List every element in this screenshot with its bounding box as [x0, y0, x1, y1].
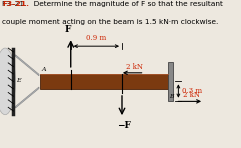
Text: couple moment acting on the beam is 1.5 kN·m clockwise.: couple moment acting on the beam is 1.5 … — [2, 19, 218, 25]
Polygon shape — [15, 55, 39, 76]
Text: E: E — [16, 78, 21, 83]
Text: 2 kN: 2 kN — [183, 91, 200, 99]
Text: F: F — [65, 25, 71, 34]
Text: 2 kN: 2 kN — [126, 63, 143, 71]
Bar — [40, 74, 168, 89]
Text: F3–21.: F3–21. — [2, 1, 29, 7]
Text: F3–21.   Determine the magnitude of F so that the resultant: F3–21. Determine the magnitude of F so t… — [2, 1, 223, 7]
Text: 0.3 m: 0.3 m — [182, 87, 202, 95]
Ellipse shape — [0, 48, 15, 115]
Text: A: A — [41, 67, 46, 72]
Text: B: B — [169, 94, 174, 99]
Polygon shape — [15, 87, 39, 108]
Bar — [168, 62, 173, 101]
Text: 0.9 m: 0.9 m — [86, 34, 107, 42]
Text: −F: −F — [117, 121, 131, 130]
